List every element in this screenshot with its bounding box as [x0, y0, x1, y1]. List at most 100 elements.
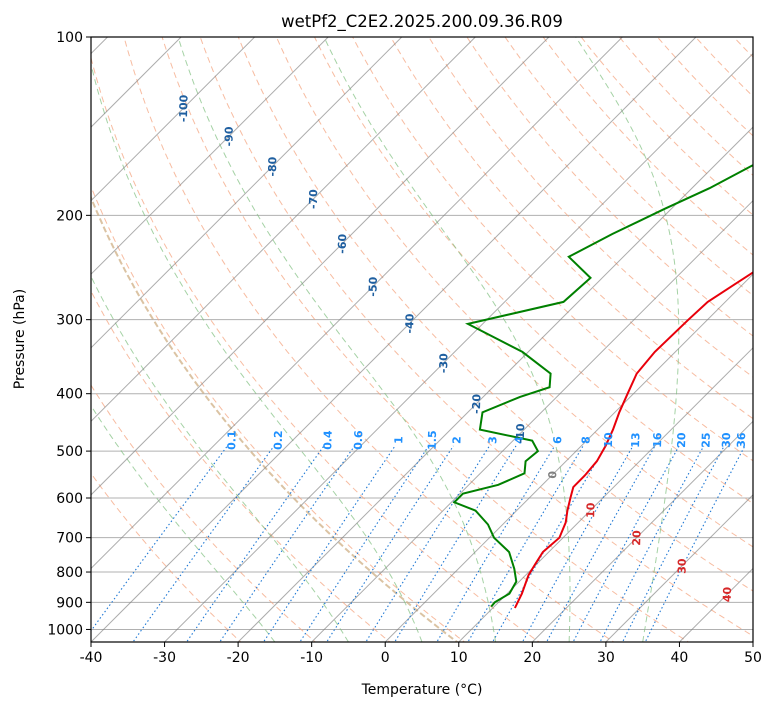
- y-axis-label: Pressure (hPa): [12, 289, 28, 389]
- mixing-ratio-label: 0.2: [272, 430, 286, 450]
- x-tick-label: 20: [523, 650, 541, 666]
- isotherm-label: -70: [307, 189, 321, 210]
- y-tick-label: 700: [56, 531, 83, 547]
- isotherm-line: [531, 420, 753, 642]
- mixing-ratio-label: 0.4: [321, 430, 335, 450]
- mixing-ratio-label: 3: [486, 436, 499, 444]
- isotherm-label: -30: [437, 353, 451, 374]
- y-tick-label: 300: [56, 313, 83, 329]
- isotherm-label: -10: [514, 423, 528, 444]
- mixing-ratio-line: [219, 445, 356, 642]
- mixing-ratio-line: [299, 445, 430, 642]
- x-tick-label: -30: [153, 650, 176, 666]
- dry-adiabat: [732, 37, 753, 58]
- mixing-ratio-line: [262, 445, 396, 642]
- plot-frame: [90, 36, 754, 643]
- y-tick-label: 1000: [47, 622, 83, 638]
- x-tick-label: 50: [744, 650, 762, 666]
- y-tick-label: 100: [56, 30, 83, 46]
- dry-adiabat: [466, 37, 753, 337]
- dry-adiabat: [91, 55, 540, 642]
- isotherm-line: [384, 273, 753, 642]
- isotherm-label: 30: [675, 558, 688, 574]
- x-tick-label: 30: [597, 650, 615, 666]
- annotations: 0.1 0.2 0.4 0.6 1 1.5 2 3 4 6 8 10 13 16 20 25 30 36-100-…: [177, 94, 748, 602]
- profile-line: [514, 271, 753, 609]
- mixing-ratio-label: 8: [579, 436, 592, 444]
- moist-adiabat: [575, 37, 680, 642]
- y-tick-label: 400: [56, 387, 83, 403]
- isotherm-line: [237, 126, 753, 642]
- isotherm-label: -20: [470, 393, 484, 414]
- dry-adiabat: [199, 37, 753, 637]
- mixing-ratio-label: 20: [675, 432, 688, 448]
- isotherm-line: [311, 199, 753, 642]
- profile-line: [452, 164, 753, 608]
- mixing-ratio-line: [644, 445, 746, 642]
- dry-adiabat: [91, 384, 317, 642]
- moist-adiabat: [91, 62, 423, 642]
- chart-title: wetPf2_C2E2.2025.200.09.36.R09: [281, 12, 563, 32]
- moist-adiabat: [91, 404, 276, 642]
- isotherm-line: [679, 567, 753, 642]
- dry-adiabat: [504, 37, 753, 297]
- mixing-ratio-line: [132, 445, 275, 642]
- x-axis-ticks: -40 -30 -20 -10 0 10 20 30 40 50: [80, 642, 762, 666]
- dry-adiabat: [428, 37, 753, 378]
- isotherm-label: 20: [630, 530, 643, 546]
- x-tick-label: -10: [300, 650, 323, 666]
- mixing-ratio-line: [185, 445, 325, 642]
- reference-adiabat: [91, 195, 459, 642]
- mixing-ratio-line: [521, 445, 634, 642]
- mixing-ratio-line: [326, 445, 454, 642]
- y-axis-ticks: 100 200 300 400 500 600 700 800 900 1000: [47, 30, 91, 638]
- isotherm-line: [91, 37, 329, 275]
- isotherm-label: -80: [266, 156, 280, 177]
- mixing-ratio-label: 16: [651, 432, 664, 448]
- isotherm-label: 40: [721, 586, 734, 602]
- mixing-ratio-label: 30: [720, 432, 733, 448]
- dry-adiabat: [237, 37, 753, 592]
- mixing-ratio-label: 6: [551, 436, 564, 444]
- y-tick-label: 600: [56, 491, 83, 507]
- isotherm-label: -40: [403, 313, 417, 334]
- isotherm-line: [91, 37, 256, 202]
- mixing-ratio-label: 36: [735, 432, 748, 448]
- dry-adiabat: [275, 37, 753, 548]
- mixing-ratio-label: 2: [450, 436, 463, 444]
- y-tick-label: 900: [56, 595, 83, 611]
- mixing-ratio-line: [599, 445, 705, 642]
- background-lines: [91, 24, 775, 645]
- isotherm-line: [752, 641, 753, 642]
- isotherm-label: -100: [177, 94, 191, 122]
- mixing-ratio-label: 0.6: [352, 430, 366, 450]
- dry-adiabat: [759, 24, 775, 645]
- dry-adiabat: [161, 37, 690, 642]
- isotherm-line: [91, 37, 550, 496]
- isotherm-line: [164, 52, 753, 642]
- isotherm-line: [91, 37, 476, 423]
- isotherm-line: [605, 494, 753, 642]
- mixing-ratio-label: 25: [699, 432, 712, 448]
- mixing-ratio-label: 4: [513, 436, 526, 444]
- dry-adiabat: [656, 37, 753, 137]
- dry-adiabat: [313, 37, 753, 505]
- dry-adiabat: [542, 37, 753, 256]
- x-tick-label: -40: [80, 650, 103, 666]
- moist-adiabat: [177, 37, 497, 642]
- dry-adiabat: [91, 472, 242, 642]
- isotherm-label: -50: [366, 276, 380, 297]
- mixing-ratio-label: 0.1: [225, 430, 239, 450]
- x-tick-label: -20: [227, 650, 250, 666]
- mixing-ratio-label: 1.5: [426, 430, 440, 450]
- isotherm-line: [91, 37, 623, 570]
- mixing-ratio-line: [467, 445, 584, 642]
- x-tick-label: 10: [450, 650, 468, 666]
- dry-adiabat: [390, 37, 753, 420]
- mixing-ratio-label: 1: [392, 436, 405, 444]
- mixing-ratio-line: [365, 445, 490, 642]
- y-tick-label: 200: [56, 208, 83, 224]
- x-tick-label: 40: [671, 650, 689, 666]
- y-tick-label: 800: [56, 565, 83, 581]
